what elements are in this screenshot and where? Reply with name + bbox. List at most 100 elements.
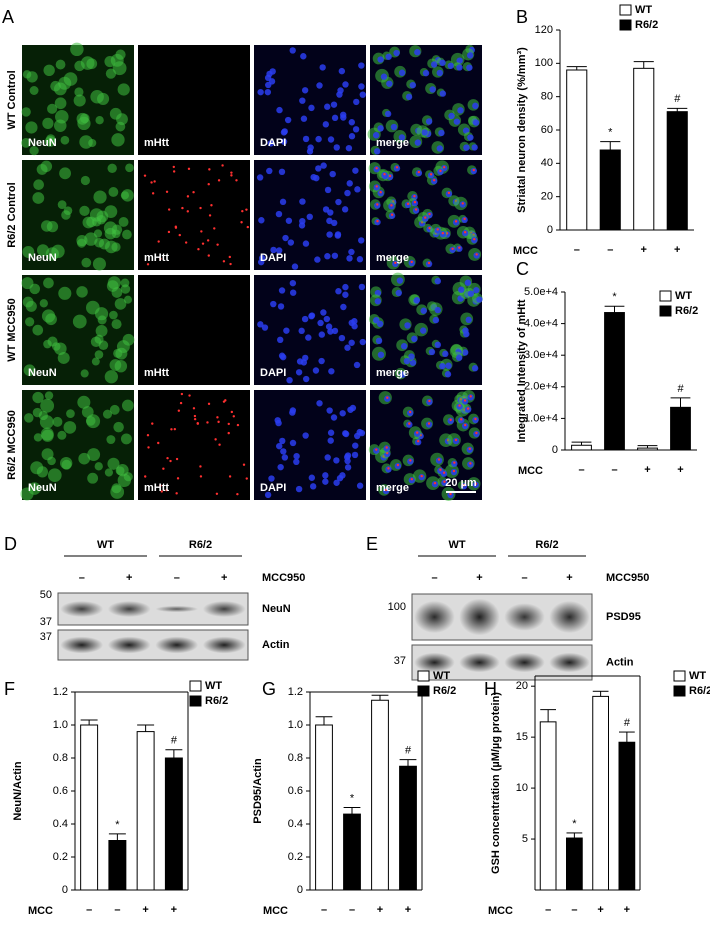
neuron: [114, 359, 128, 373]
panel-label: H: [484, 679, 497, 699]
nucleus: [471, 144, 478, 151]
y-axis-label: Striatal neuron density (%/mm³): [516, 47, 528, 213]
nucleus: [439, 59, 446, 66]
nucleus: [308, 104, 315, 112]
nucleus: [462, 327, 469, 334]
aggregate: [216, 243, 219, 246]
nucleus: [268, 78, 276, 85]
aggregate: [437, 458, 441, 461]
aggregate: [428, 226, 431, 230]
y-tick-label: 100: [535, 57, 553, 69]
neuron: [112, 61, 127, 76]
legend-swatch: [417, 670, 430, 682]
nucleus: [442, 350, 449, 358]
neuron: [87, 448, 101, 462]
blot-band: [202, 601, 246, 617]
neuron: [110, 485, 125, 499]
nucleus: [359, 338, 366, 346]
aggregate: [157, 240, 160, 243]
nucleus: [319, 64, 326, 71]
aggregate: [162, 467, 165, 470]
size-marker: 37: [40, 631, 52, 643]
nucleus: [295, 369, 303, 376]
neuron: [23, 364, 36, 377]
aggregate: [420, 474, 423, 478]
aggregate: [428, 212, 431, 216]
aggregate: [468, 447, 471, 450]
bar: [599, 149, 621, 231]
aggregate: [436, 228, 439, 231]
neuron: [63, 206, 73, 215]
micrograph: [368, 160, 482, 270]
row-label: WT Control: [6, 70, 18, 129]
x-tick-label: +: [597, 904, 603, 916]
bar: [136, 731, 155, 891]
aggregate: [216, 416, 219, 419]
nucleus: [306, 213, 313, 221]
bar: [164, 757, 183, 891]
aggregate: [388, 174, 392, 178]
aggregate: [150, 181, 153, 184]
y-axis-label: Integrated Intensity of mHtt: [516, 299, 528, 442]
aggregate: [416, 440, 420, 443]
y-tick-label: 1.2: [53, 686, 68, 698]
neuron: [120, 284, 131, 294]
stain-label: merge: [376, 137, 409, 149]
nucleus: [344, 344, 351, 351]
neuron: [22, 70, 32, 79]
image-bg: [138, 275, 250, 385]
aggregate: [376, 219, 379, 223]
aggregate: [460, 418, 463, 421]
neuron: [97, 92, 110, 105]
aggregate: [232, 415, 235, 418]
error-bar: [667, 107, 688, 112]
aggregate: [424, 216, 427, 219]
nucleus: [300, 53, 307, 60]
nucleus: [314, 256, 321, 263]
nucleus: [438, 129, 445, 137]
panel-label: C: [516, 259, 529, 279]
significance-marker: *: [572, 818, 577, 830]
bar: [637, 447, 658, 451]
neuron: [52, 416, 63, 427]
neuron: [115, 121, 126, 132]
y-tick-label: 0: [547, 224, 553, 236]
aggregate: [165, 190, 169, 193]
significance-marker: #: [677, 383, 684, 395]
image-bg: [254, 45, 366, 155]
nucleus: [335, 288, 342, 295]
nucleus: [298, 327, 305, 335]
y-tick-label: 0.2: [288, 851, 303, 863]
x-tick-label: –: [545, 904, 551, 916]
y-tick-label: 0.6: [53, 785, 68, 797]
nucleus: [323, 315, 331, 323]
blot-band: [459, 598, 500, 636]
error-bar: [637, 445, 658, 449]
neuron: [33, 179, 44, 191]
error-bar: [600, 141, 621, 150]
nucleus: [279, 353, 287, 361]
neuron: [25, 317, 35, 327]
aggregate: [188, 394, 191, 397]
aggregate: [166, 456, 169, 460]
nucleus: [358, 283, 366, 291]
nucleus: [335, 198, 342, 206]
aggregate: [463, 217, 466, 221]
nucleus: [327, 437, 334, 444]
aggregate: [469, 462, 472, 465]
aggregate: [230, 410, 234, 414]
neuron: [115, 466, 125, 476]
aggregate: [451, 247, 454, 250]
significance-marker: #: [171, 735, 178, 747]
neuron: [79, 113, 90, 124]
aggregate: [396, 463, 400, 467]
y-tick-label: 20: [541, 191, 553, 203]
aggregate: [474, 482, 478, 485]
blot-band: [107, 636, 151, 654]
nucleus: [278, 168, 286, 176]
micrograph: [368, 389, 482, 501]
bar: [604, 312, 625, 451]
x-tick-label: –: [578, 464, 584, 476]
nucleus: [359, 91, 366, 98]
